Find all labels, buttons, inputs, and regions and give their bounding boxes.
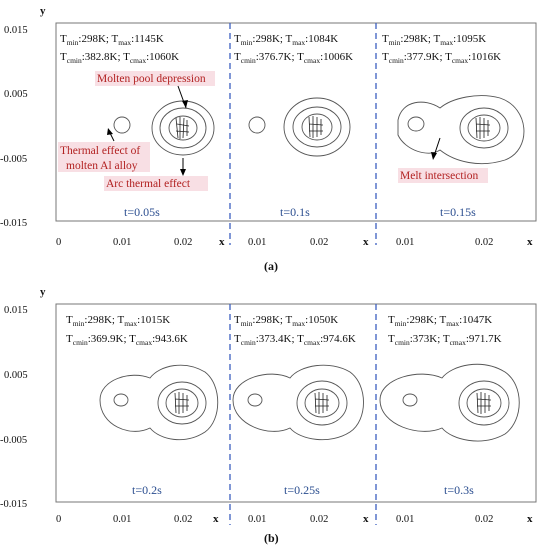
contour-plot [232,364,364,441]
time-label: t=0.25s [284,483,320,497]
temp-readout-line1: Tmin:298K; Tmax:1145K [60,33,164,47]
panel-b-y-tick: -0.015 [0,499,27,510]
svg-text:Melt intersection: Melt intersection [400,170,478,182]
temp-readout-line2: Tcmin:382.8K; Tcmax:1060K [60,51,179,65]
panel-b-x-label: x [363,513,369,525]
panel-b-y-label: y [40,286,46,298]
svg-text:Arc thermal effect: Arc thermal effect [106,178,191,190]
temp-readout-line1: Tmin:298K; Tmax:1095K [382,33,486,47]
svg-text:Thermal effect of: Thermal effect of [60,145,140,157]
contour-plot [397,95,525,165]
temp-readout-line2: Tcmin:369.9K; Tcmax:943.6K [66,333,188,347]
time-label: t=0.2s [132,483,162,497]
panel-b-frame [55,303,537,503]
panel-a-y-tick: -0.005 [0,154,27,165]
time-label: t=0.3s [444,483,474,497]
temp-readout-line2: Tcmin:377.9K; Tcmax:1016K [382,51,501,65]
panel-b-x-label: x [527,513,533,525]
panel-b-x-tick: 0.02 [475,514,493,525]
panel-b-x-tick: 0.01 [248,514,266,525]
panel-b-caption: (b) [264,531,279,545]
time-label: t=0.1s [280,205,310,219]
panel-b-x-tick: 0 [56,514,61,525]
contour-plot [379,363,520,442]
temp-readout-line1: Tmin:298K; Tmax:1015K [66,314,170,328]
panel-a-y-label: y [40,5,46,17]
annotation-melt-intersection: Melt intersection [398,137,488,183]
temp-readout-line1: Tmin:298K; Tmax:1084K [234,33,338,47]
panel-a-caption: (a) [264,259,278,273]
panel-a-x-tick: 0 [56,237,61,248]
panel-b-y-tick: -0.005 [0,435,27,446]
panel-a-x-label: x [363,236,369,248]
panel-b-x-label: x [213,513,219,525]
svg-text:molten Al alloy: molten Al alloy [66,160,138,172]
panel-a-x-tick: 0.01 [396,237,414,248]
panel-b-x-tick: 0.01 [396,514,414,525]
svg-text:Molten pool depression: Molten pool depression [97,73,206,85]
annotation-thermal-effect: Thermal effect of molten Al alloy [58,128,150,172]
temp-readout-line2: Tcmin:376.7K; Tcmax:1006K [234,51,353,65]
panel-b-y-tick: 0.015 [4,305,28,316]
time-label: t=0.15s [440,205,476,219]
annotation-molten-pool: Molten pool depression [95,71,215,109]
panel-a-frame [55,22,537,222]
panel-a: y 0.015 0.005 -0.005 -0.015 0 0.01 0.02 … [0,5,537,273]
panel-a-x-tick: 0.02 [310,237,328,248]
temp-readout-line2: Tcmin:373.4K; Tcmax:974.6K [234,333,356,347]
panel-a-x-tick: 0.01 [248,237,266,248]
panel-b-y-tick: 0.005 [4,370,28,381]
panel-a-x-tick: 0.02 [174,237,192,248]
panel-a-x-tick: 0.01 [113,237,131,248]
panel-b-x-tick: 0.02 [310,514,328,525]
panel-a-x-tick: 0.02 [475,237,493,248]
temp-readout-line1: Tmin:298K; Tmax:1047K [388,314,492,328]
panel-b: y 0.015 0.005 -0.005 -0.015 0 0.01 0.02 … [0,286,537,545]
annotation-arc-effect: Arc thermal effect [104,158,208,191]
panel-b-x-tick: 0.01 [113,514,131,525]
time-label: t=0.05s [124,205,160,219]
panel-a-y-tick: -0.015 [0,218,27,229]
temp-readout-line1: Tmin:298K; Tmax:1050K [234,314,338,328]
panel-a-x-label: x [527,236,533,248]
contour-plot [99,364,219,441]
temp-readout-line2: Tcmin:373K; Tcmax:971.7K [388,333,502,347]
panel-a-y-tick: 0.005 [4,89,28,100]
contour-plot [248,97,351,157]
panel-b-x-tick: 0.02 [174,514,192,525]
panel-a-y-tick: 0.015 [4,25,28,36]
panel-a-x-label: x [219,236,225,248]
